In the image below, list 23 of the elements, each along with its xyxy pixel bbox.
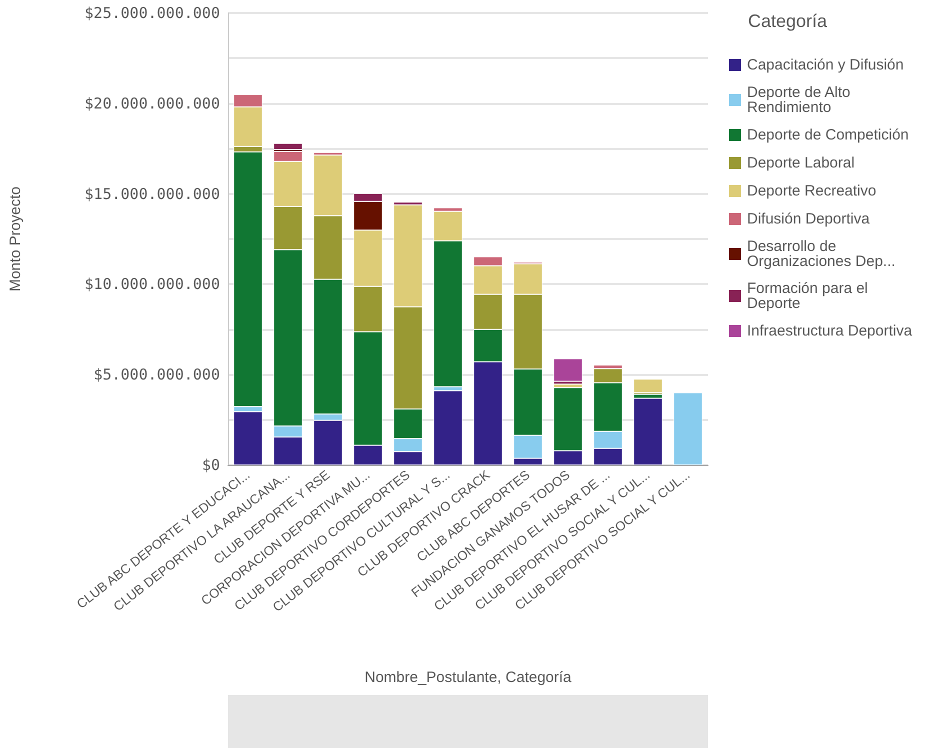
y-tick-label: $10.000.000.000 [84, 275, 220, 294]
legend-label: Desarrollo de Organizaciones Dep... [747, 238, 896, 270]
legend-title: Categoría [748, 11, 828, 31]
y-axis-title: Monto Proyecto [7, 186, 24, 292]
bar [434, 390, 462, 465]
legend-label: Infraestructura Deportiva [747, 322, 913, 340]
legend-label: Deporte Recreativo [747, 182, 876, 200]
legend-label: Formación para el Deporte [747, 280, 872, 312]
legend-label: Difusión Deportiva [747, 210, 870, 228]
legend-label: Deporte Laboral [747, 154, 855, 172]
legend-label: Capacitación y Difusión [747, 56, 904, 74]
legend-label: Deporte de Competición [747, 126, 909, 144]
bar [634, 398, 662, 465]
bar [674, 392, 702, 465]
x-axis-title: Nombre_Postulante, Categoría [364, 669, 572, 686]
y-tick-label: $5.000.000.000 [94, 366, 220, 384]
legend-label: Deporte de Alto Rendimiento [747, 84, 855, 116]
bar [554, 358, 582, 382]
y-tick-label: $15.000.000.000 [84, 184, 220, 203]
y-tick-label: $25.000.000.000 [84, 4, 220, 22]
y-tick-label: $20.000.000.000 [84, 94, 220, 112]
bar [274, 143, 302, 150]
y-tick-label: $0 [202, 456, 220, 474]
